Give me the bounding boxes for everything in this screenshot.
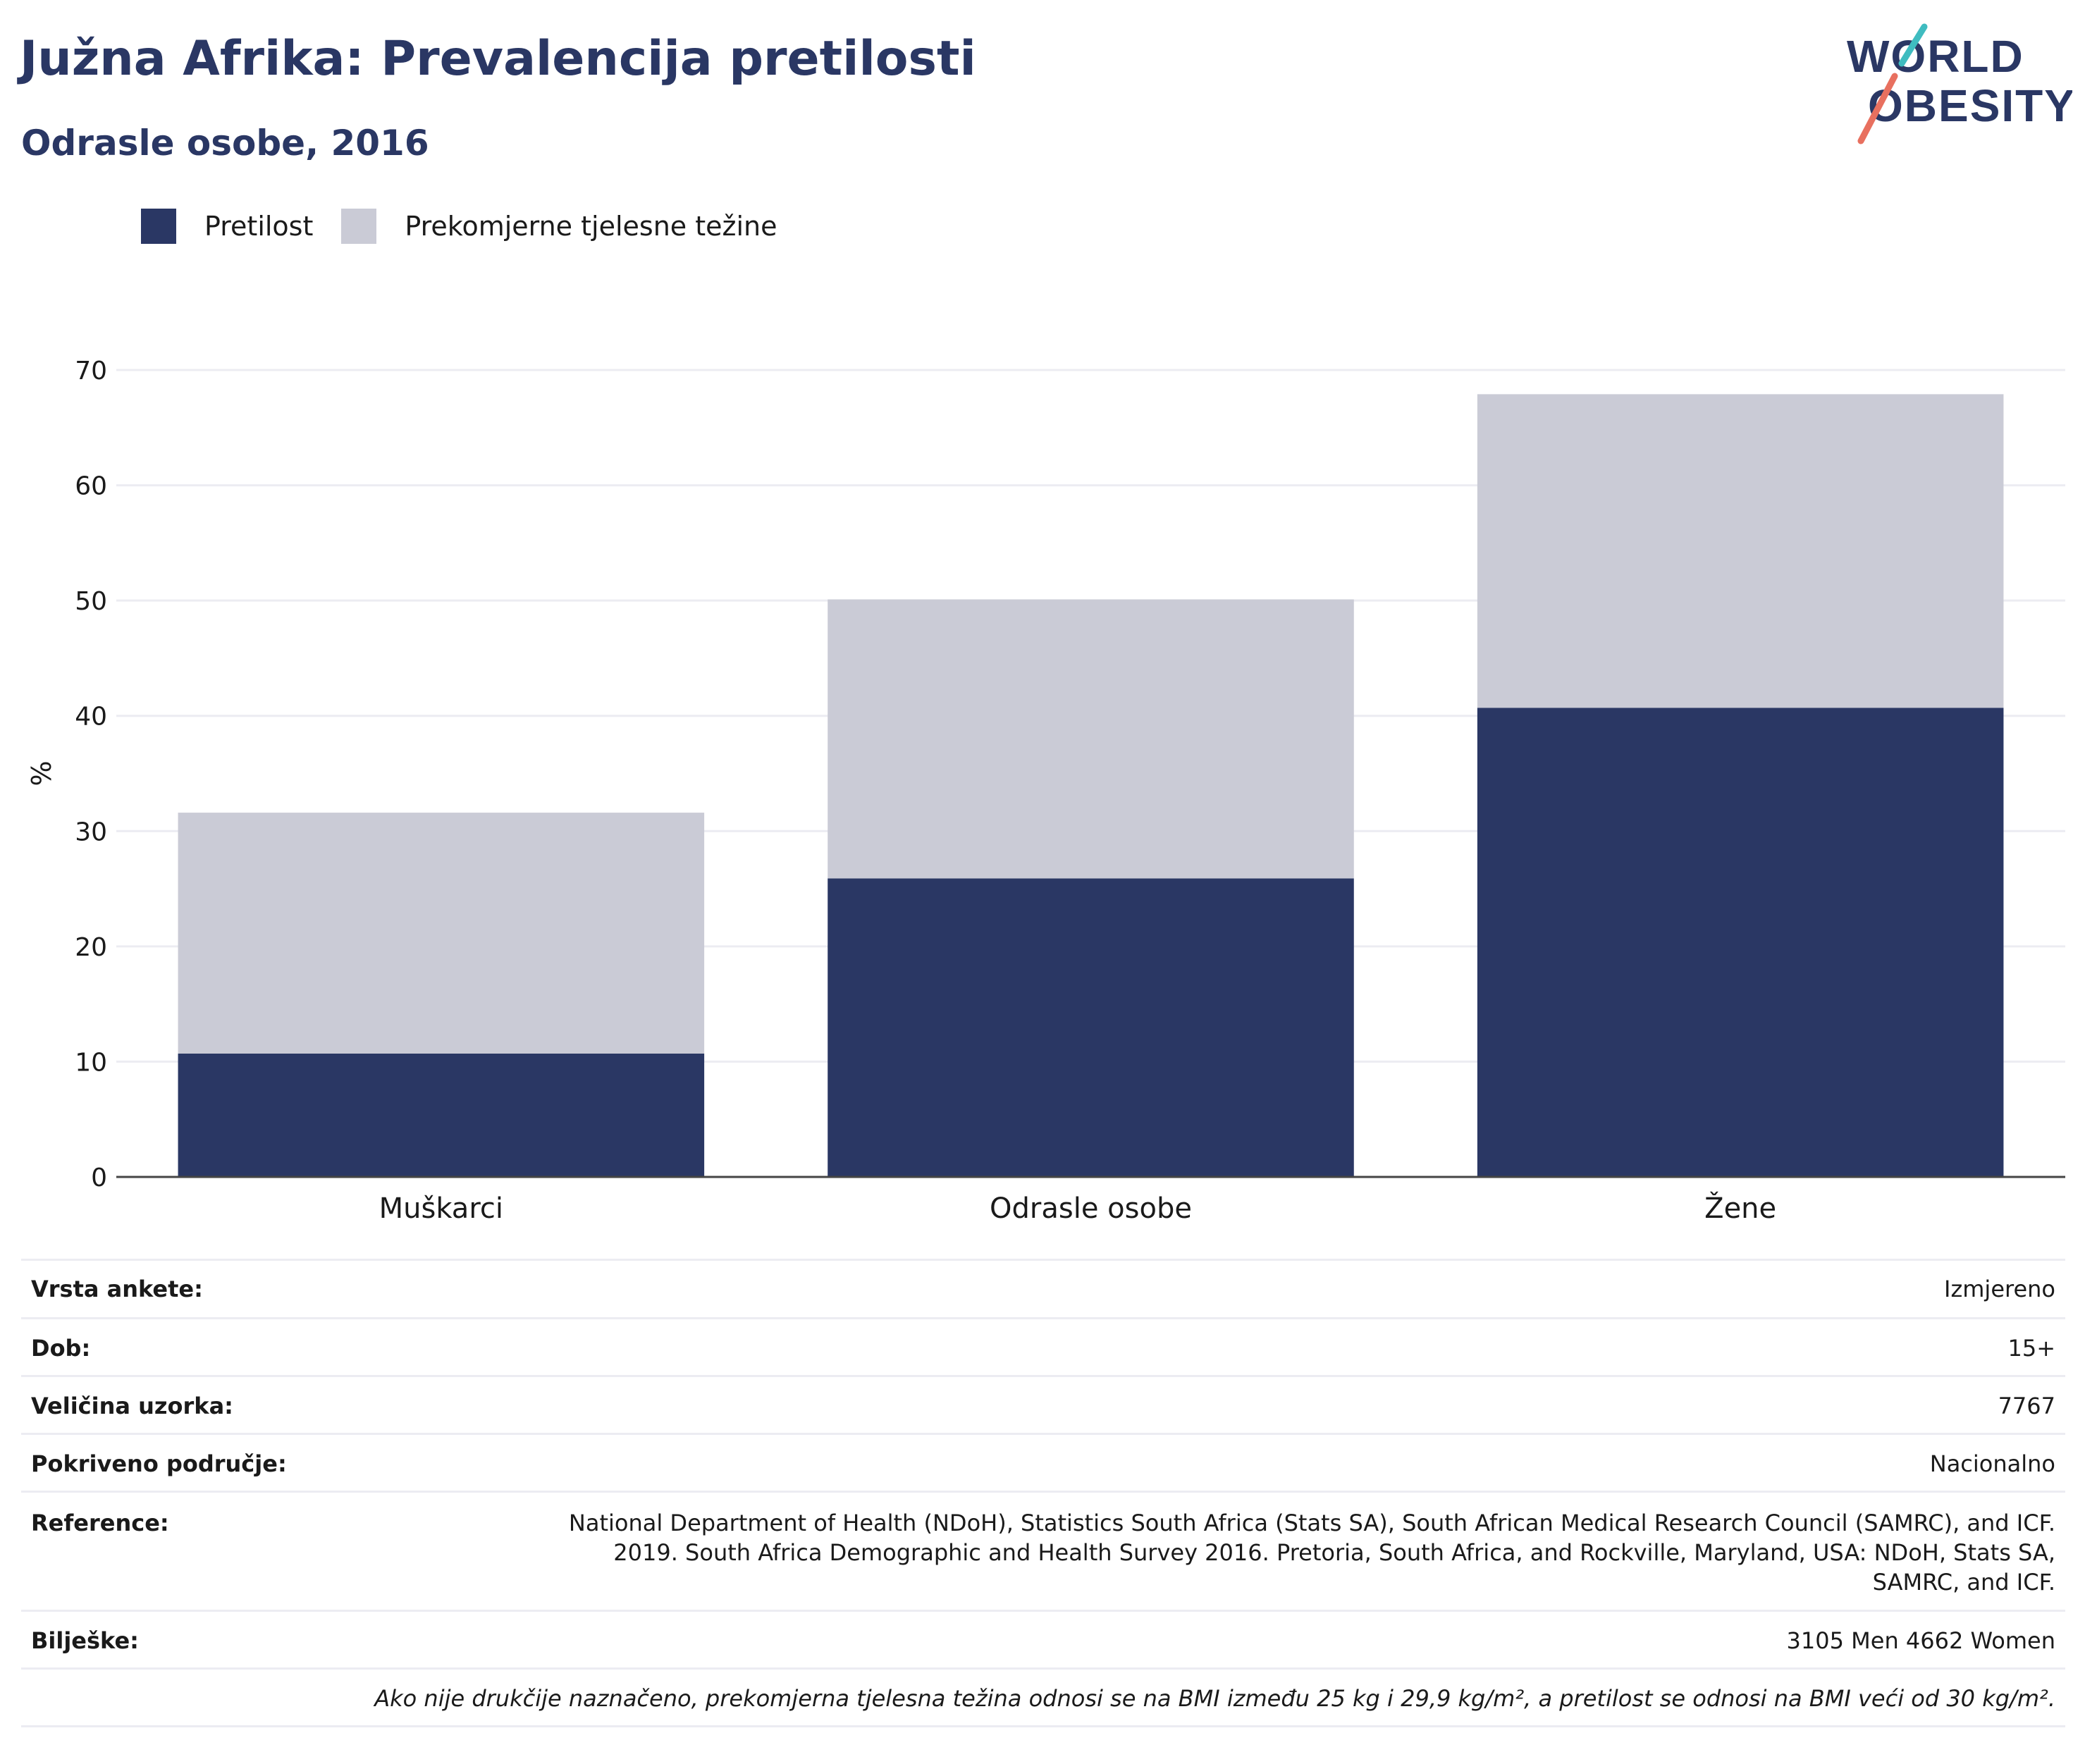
table-row: Bilješke: 3105 Men 4662 Women bbox=[21, 1610, 2065, 1670]
table-row: Dob: 15+ bbox=[21, 1318, 2065, 1377]
table-row: Reference: National Department of Health… bbox=[21, 1491, 2065, 1612]
info-value: 3105 Men 4662 Women bbox=[464, 1610, 2065, 1670]
legend-label-overweight: Prekomjerne tjelesne težine bbox=[405, 211, 777, 242]
y-tick-label: 20 bbox=[75, 933, 107, 962]
legend-item-obesity: Pretilost bbox=[141, 209, 313, 244]
footnote: Ako nije drukčije naznačeno, prekomjerna… bbox=[21, 1668, 2065, 1727]
info-key: Bilješke: bbox=[21, 1610, 464, 1670]
info-key: Reference: bbox=[21, 1491, 464, 1612]
svg-text:OBESITY: OBESITY bbox=[1868, 80, 2072, 131]
legend-swatch-obesity bbox=[141, 209, 176, 244]
bar-obesity bbox=[178, 1053, 705, 1177]
page-title: Južna Afrika: Prevalencija pretilosti bbox=[20, 31, 976, 87]
world-obesity-logo: WORLD OBESITY bbox=[1847, 23, 2072, 144]
reference-line: National Department of Health (NDoH), St… bbox=[568, 1509, 2055, 1536]
y-tick-label: 30 bbox=[75, 818, 107, 846]
info-key: Dob: bbox=[21, 1318, 464, 1377]
info-key: Veličina uzorka: bbox=[21, 1376, 464, 1435]
info-key: Vrsta ankete: bbox=[21, 1260, 464, 1319]
reference-line: 2019. South Africa Demographic and Healt… bbox=[613, 1538, 2055, 1566]
info-value: 7767 bbox=[464, 1376, 2065, 1435]
table-row: Vrsta ankete: Izmjereno bbox=[21, 1260, 2065, 1319]
bar-overweight bbox=[828, 599, 1354, 879]
x-tick-label: Žene bbox=[1704, 1191, 1776, 1225]
bar-obesity bbox=[828, 878, 1354, 1177]
bar-chart: 0 10 20 30 40 50 60 70% Muškarci Odrasle osobe Žen… bbox=[26, 357, 2065, 1225]
y-tick-label: 0 bbox=[91, 1164, 107, 1192]
table-row: Pokriveno područje: Nacionalno bbox=[21, 1433, 2065, 1493]
reference-value: National Department of Health (NDoH), St… bbox=[464, 1491, 2065, 1612]
y-tick-label: 50 bbox=[75, 587, 107, 616]
x-tick-label: Muškarci bbox=[379, 1192, 503, 1225]
survey-info-table: Vrsta ankete: Izmjereno Dob: 15+ Veličin… bbox=[21, 1260, 2065, 1727]
page-subtitle: Odrasle osobe, 2016 bbox=[21, 123, 429, 164]
y-tick-label: 70 bbox=[75, 357, 107, 386]
y-tick-label: 10 bbox=[75, 1048, 107, 1077]
y-axis-label: % bbox=[26, 760, 57, 786]
table-row: Veličina uzorka: 7767 bbox=[21, 1376, 2065, 1435]
info-value: 15+ bbox=[464, 1318, 2065, 1377]
bar-overweight bbox=[1477, 394, 2004, 708]
legend-label-obesity: Pretilost bbox=[204, 211, 314, 242]
x-tick-label: Odrasle osobe bbox=[990, 1192, 1192, 1225]
reference-line: SAMRC, and ICF. bbox=[1872, 1568, 2055, 1596]
bar-obesity bbox=[1477, 708, 2004, 1177]
bar-overweight bbox=[178, 813, 705, 1054]
info-value: Nacionalno bbox=[464, 1433, 2065, 1493]
chart-legend: Pretilost Prekomjerne tjelesne težine bbox=[141, 209, 806, 244]
svg-text:WORLD: WORLD bbox=[1847, 31, 2024, 82]
y-tick-label: 60 bbox=[75, 472, 107, 501]
info-value: Izmjereno bbox=[464, 1260, 2065, 1319]
table-row: Ako nije drukčije naznačeno, prekomjerna… bbox=[21, 1668, 2065, 1727]
legend-swatch-overweight bbox=[341, 209, 377, 244]
legend-item-overweight: Prekomjerne tjelesne težine bbox=[341, 209, 777, 244]
y-tick-label: 40 bbox=[75, 703, 107, 732]
table-top-rule bbox=[21, 1259, 2065, 1261]
info-key: Pokriveno područje: bbox=[21, 1433, 464, 1493]
